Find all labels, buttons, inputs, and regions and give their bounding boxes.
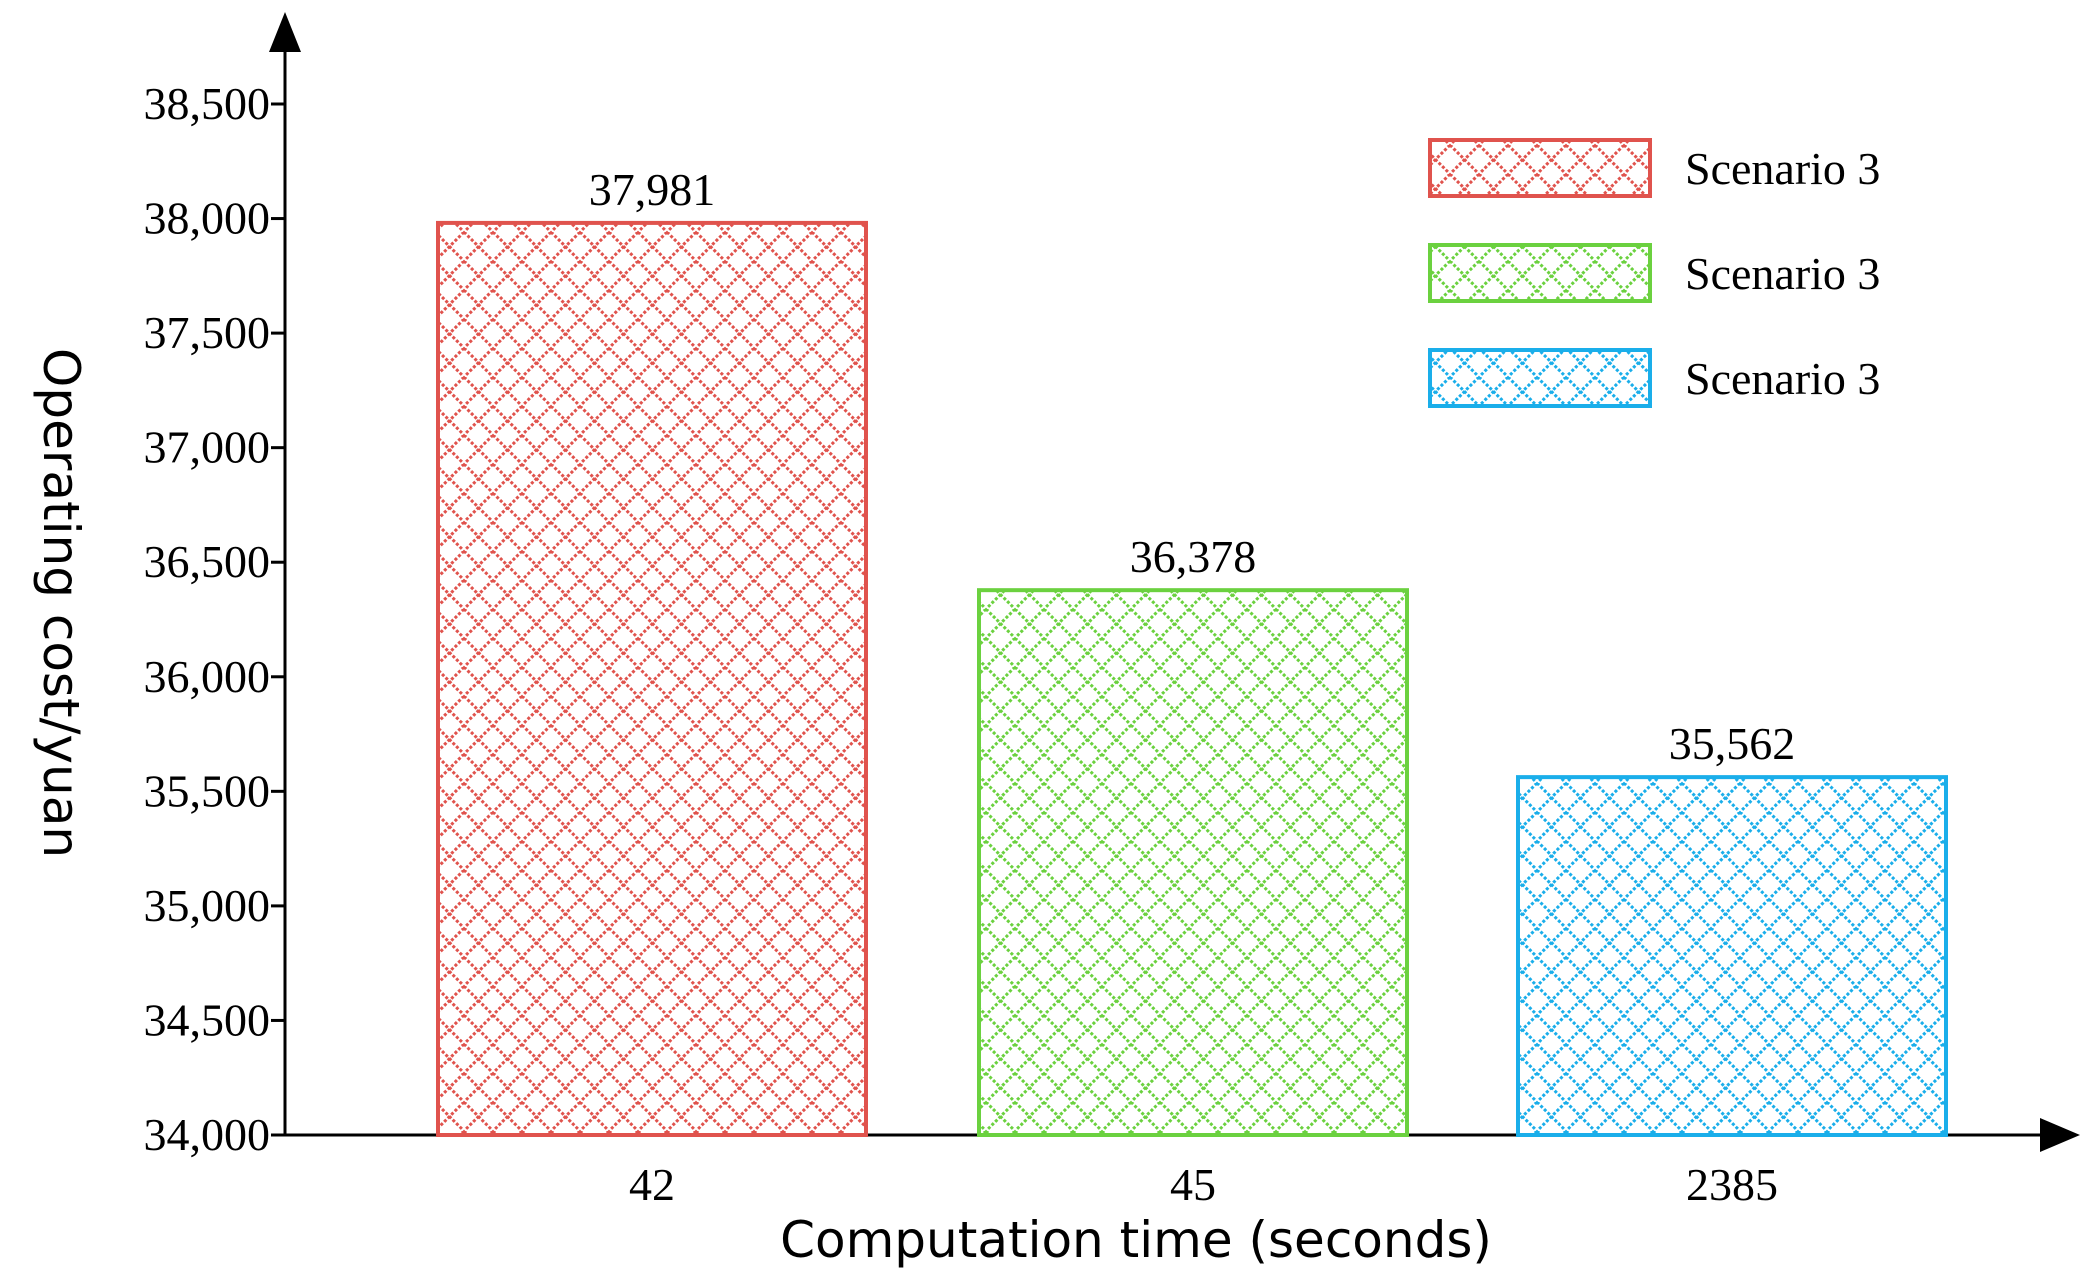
y-tick-label: 36,500 <box>144 536 271 587</box>
legend-swatch <box>1428 348 1652 408</box>
y-ticks: 34,000 34,500 35,000 35,500 36,000 36,500 37,0… <box>144 78 285 1160</box>
y-axis-arrow <box>269 12 301 52</box>
y-tick-label: 36,000 <box>144 651 271 702</box>
bar <box>977 588 1409 1137</box>
legend-label: Scenario 3 <box>1685 248 1880 299</box>
bar <box>436 220 868 1137</box>
x-tick-label: 45 <box>1170 1159 1216 1210</box>
y-tick-label: 35,000 <box>144 880 271 931</box>
legend: Scenario 3 Scenario 3 Scenario 3 <box>1428 138 1880 408</box>
y-tick-label: 38,500 <box>144 78 271 129</box>
bar-value-label: 36,378 <box>1130 531 1257 582</box>
x-tick-label: 2385 <box>1686 1159 1778 1210</box>
legend-swatch <box>1428 243 1652 303</box>
y-tick-label: 34,500 <box>144 994 271 1045</box>
legend-label: Scenario 3 <box>1685 143 1880 194</box>
x-tick-labels: 42 45 2385 <box>629 1159 1778 1210</box>
y-tick-label: 37,000 <box>144 422 271 473</box>
y-tick-label: 35,500 <box>144 765 271 816</box>
y-tick-label: 34,000 <box>144 1109 271 1160</box>
bar <box>1516 775 1948 1137</box>
y-tick-label: 38,000 <box>144 193 271 244</box>
bar-value-label: 37,981 <box>589 164 716 215</box>
legend-swatch <box>1428 138 1652 198</box>
x-tick-label: 42 <box>629 1159 675 1210</box>
bars: 37,981 36,378 35,562 <box>436 164 1948 1137</box>
bar-value-label: 35,562 <box>1669 718 1796 769</box>
x-axis-arrow <box>2040 1118 2080 1152</box>
y-tick-label: 37,500 <box>144 307 271 358</box>
legend-label: Scenario 3 <box>1685 353 1880 404</box>
y-axis-label: Operating cost/yuan <box>32 348 90 858</box>
x-axis-label: Computation time (seconds) <box>780 1211 1492 1269</box>
